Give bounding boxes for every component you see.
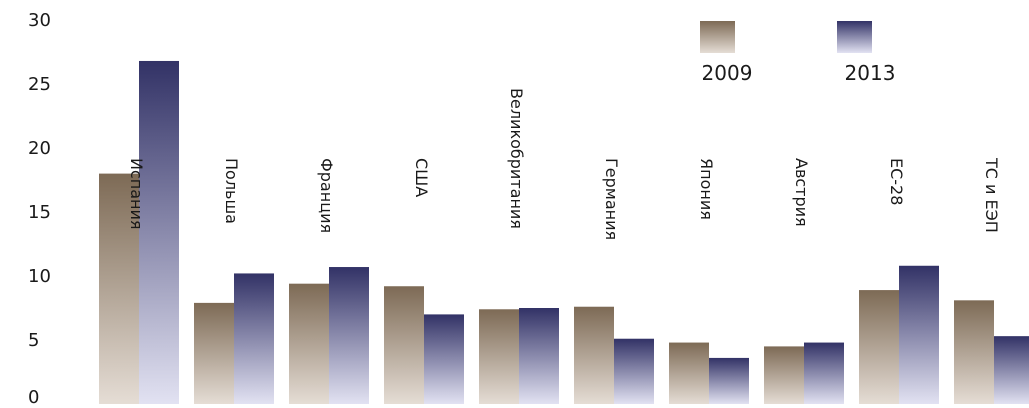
bar-2013-1 — [234, 273, 274, 404]
legend-swatch-2009 — [700, 21, 735, 53]
bar-2009-7 — [764, 346, 804, 404]
y-axis: 0 5 10 15 20 25 30 — [28, 10, 51, 408]
bar-2009-2 — [289, 283, 329, 404]
category-label: ЕС-28 — [887, 158, 906, 205]
bars — [99, 60, 1029, 405]
y-tick-label: 5 — [28, 330, 39, 351]
bar-2009-5 — [574, 306, 614, 404]
y-tick-label: 10 — [28, 266, 51, 287]
legend: 2009 2013 — [700, 21, 895, 85]
bar-2009-8 — [859, 290, 899, 404]
bar-2013-2 — [329, 267, 369, 404]
bar-2013-0 — [139, 60, 179, 405]
bar-2013-5 — [614, 338, 654, 404]
bar-2013-8 — [899, 265, 939, 404]
category-label: ТС и ЕЭП — [982, 157, 1001, 233]
bar-2013-9 — [994, 336, 1029, 404]
bar-2009-6 — [669, 342, 709, 404]
legend-swatch-2013 — [837, 21, 872, 53]
category-label: Германия — [602, 158, 621, 240]
bar-2013-3 — [424, 314, 464, 404]
y-tick-label: 15 — [28, 202, 51, 223]
bar-2009-9 — [954, 300, 994, 404]
category-label: Польша — [222, 158, 241, 224]
category-label: Великобритания — [507, 88, 526, 229]
bar-2009-0 — [99, 173, 139, 404]
y-tick-label: 20 — [28, 138, 51, 159]
legend-label-2009: 2009 — [702, 61, 753, 85]
bar-2013-7 — [804, 342, 844, 404]
bar-2009-3 — [384, 286, 424, 404]
y-tick-label: 0 — [28, 387, 39, 404]
category-label: Япония — [697, 158, 716, 220]
category-label: США — [412, 158, 431, 197]
category-labels: Испания Польша Франция США Великобритания Гер… — [127, 88, 1001, 240]
bar-2013-4 — [519, 308, 559, 404]
bar-2009-1 — [194, 302, 234, 404]
category-label: Франция — [317, 158, 336, 233]
category-label: Испания — [127, 158, 146, 230]
y-tick-label: 25 — [28, 74, 51, 95]
legend-label-2013: 2013 — [845, 61, 896, 85]
bar-2009-4 — [479, 309, 519, 404]
category-label: Австрия — [792, 158, 811, 227]
bar-2013-6 — [709, 357, 749, 404]
y-tick-label: 30 — [28, 10, 51, 31]
